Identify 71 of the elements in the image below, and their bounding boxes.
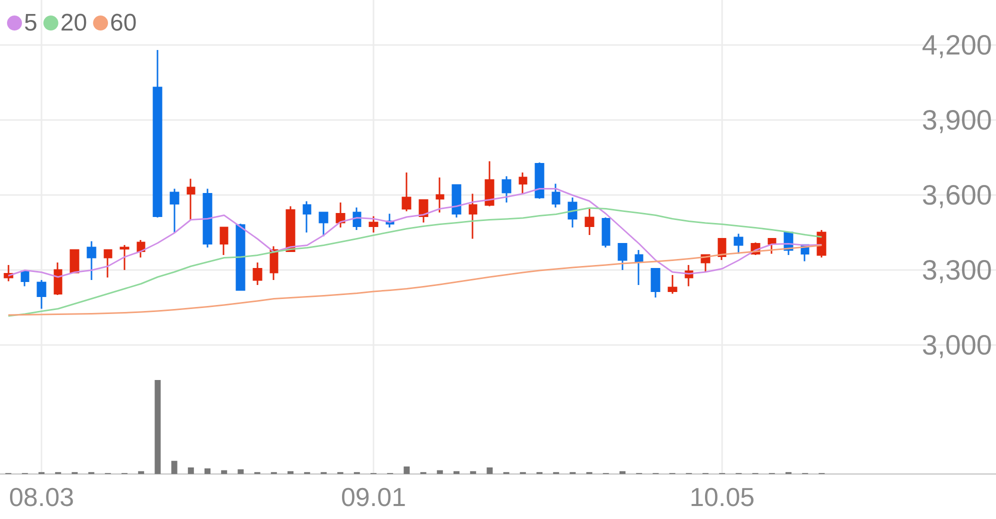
candlestick	[302, 200, 312, 234]
candlestick	[270, 246, 278, 281]
y-tick-label: 4,200	[922, 30, 992, 60]
candlestick	[54, 262, 62, 296]
candlestick	[568, 196, 578, 228]
candlestick	[136, 239, 146, 258]
candlestick	[236, 223, 246, 291]
candlestick	[36, 279, 46, 310]
candlestick	[120, 244, 130, 271]
candlestick	[104, 249, 112, 278]
candlestick	[202, 188, 212, 248]
candlestick	[86, 240, 96, 281]
candlestick	[768, 238, 776, 254]
candlestick	[452, 184, 462, 218]
legend-label: 5	[24, 10, 38, 36]
bar	[188, 467, 194, 474]
candlestick	[170, 188, 180, 234]
bar	[288, 471, 294, 474]
bar	[238, 469, 244, 474]
candlestick	[352, 206, 362, 231]
bar	[454, 471, 460, 474]
x-tick-label: 10.05	[690, 482, 755, 512]
candlestick	[552, 183, 560, 208]
candlestick	[502, 176, 512, 204]
candlestick	[318, 212, 328, 237]
candlestick	[418, 199, 428, 224]
bar	[404, 466, 410, 474]
candlestick	[368, 216, 378, 234]
x-tick-label: 09.01	[340, 482, 406, 512]
candlestick	[602, 216, 610, 248]
candlestick	[816, 229, 826, 258]
candlestick	[584, 208, 594, 236]
candlestick	[468, 193, 478, 240]
y-tick-label: 3,300	[922, 254, 992, 286]
bar	[620, 471, 626, 474]
candlestick	[518, 172, 528, 194]
candlestick	[20, 269, 30, 287]
bar	[221, 470, 228, 474]
bar	[171, 460, 178, 474]
legend-label: 20	[60, 10, 88, 36]
y-tick-label: 3,900	[922, 104, 992, 136]
bar	[204, 468, 210, 474]
candlestick	[634, 249, 644, 286]
x-tick-label: 08.03	[8, 482, 74, 512]
candlestick	[484, 160, 494, 207]
candlestick	[650, 268, 660, 298]
candlestick	[252, 262, 262, 286]
y-tick-label: 3,000	[922, 330, 992, 360]
candlestick	[734, 233, 744, 254]
bar	[486, 467, 493, 474]
candlestick	[402, 172, 412, 212]
candlestick	[718, 238, 726, 261]
candlestick	[336, 202, 346, 228]
line-series	[8, 207, 822, 317]
bar	[436, 470, 443, 474]
candlestick	[152, 49, 162, 218]
bar	[138, 471, 144, 474]
candlestick	[618, 243, 628, 271]
legend-label: 60	[110, 10, 137, 36]
bar	[470, 471, 476, 474]
candlestick	[70, 249, 80, 274]
candlestick	[436, 176, 444, 214]
candlestick	[186, 178, 196, 221]
y-tick-label: 3,600	[922, 180, 992, 210]
candlestick	[534, 162, 544, 200]
candlestick	[668, 274, 678, 294]
candlestick	[286, 206, 296, 252]
candlestick	[220, 226, 228, 256]
bar	[154, 380, 161, 474]
line-series	[8, 244, 822, 316]
line-series	[8, 188, 822, 278]
